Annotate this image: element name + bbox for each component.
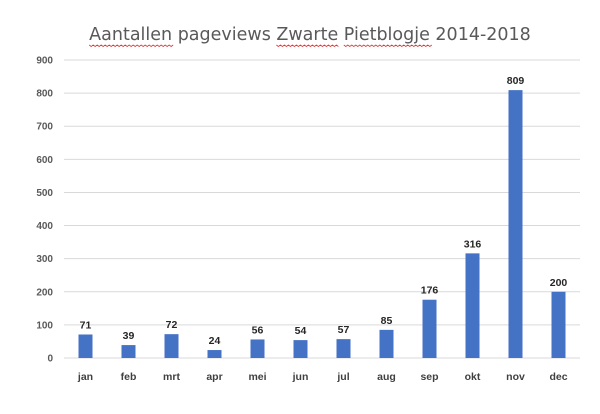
x-tick-label: okt	[465, 371, 481, 383]
spellcheck-underline	[276, 44, 339, 47]
x-tick-label: apr	[206, 371, 222, 383]
y-tick-label: 300	[36, 254, 53, 265]
spellcheck-underline	[343, 44, 433, 47]
y-tick-label: 600	[36, 155, 53, 166]
bar-mei	[250, 339, 265, 358]
bars	[78, 90, 566, 359]
gridlines	[64, 59, 580, 359]
data-label: 72	[166, 319, 178, 331]
x-tick-label: jun	[292, 371, 309, 383]
data-label: 56	[252, 324, 264, 336]
labels: 0 100 200 300 400 500 600 700 800 900 71 jan 39 feb 72…	[36, 56, 567, 384]
bar-sep	[422, 299, 437, 358]
bar-aug	[379, 329, 394, 358]
bar-apr	[207, 350, 222, 358]
bar-jul	[336, 339, 351, 358]
bar-dec	[551, 291, 566, 358]
data-label: 809	[507, 75, 525, 87]
data-label: 57	[338, 324, 350, 336]
data-label: 71	[80, 319, 92, 331]
x-tick-label: aug	[377, 371, 396, 383]
bar-feb	[121, 345, 136, 358]
x-tick-label: mei	[248, 371, 266, 383]
bar-mrt	[164, 334, 179, 358]
bar-jun	[293, 340, 308, 358]
y-tick-label: 200	[36, 287, 53, 298]
y-tick-label: 700	[36, 122, 53, 133]
data-label: 316	[464, 238, 482, 250]
y-tick-label: 800	[36, 89, 53, 100]
x-tick-label: dec	[549, 371, 567, 383]
data-label: 24	[209, 335, 221, 347]
x-tick-label: nov	[506, 371, 525, 383]
x-tick-label: mrt	[163, 371, 180, 383]
y-tick-label: 100	[36, 320, 53, 331]
data-label: 54	[295, 325, 307, 337]
y-tick-label: 900	[36, 56, 53, 67]
data-label: 200	[550, 277, 568, 289]
x-tick-label: feb	[121, 371, 137, 383]
x-tick-label: jan	[77, 371, 93, 383]
y-tick-label: 500	[36, 188, 53, 199]
data-label: 85	[381, 315, 393, 327]
x-tick-label: sep	[420, 371, 438, 383]
bar-nov	[508, 90, 523, 359]
x-tick-label: jul	[336, 371, 349, 383]
data-label: 39	[123, 330, 135, 342]
bar-jan	[78, 334, 93, 358]
chart-title: Aantallen pageviews Zwarte Pietblogje 20…	[89, 25, 531, 45]
y-tick-label: 400	[36, 221, 53, 232]
spellcheck-underline	[88, 44, 174, 47]
bar-okt	[465, 253, 480, 358]
data-label: 176	[421, 285, 439, 297]
y-tick-label: 0	[47, 354, 53, 365]
